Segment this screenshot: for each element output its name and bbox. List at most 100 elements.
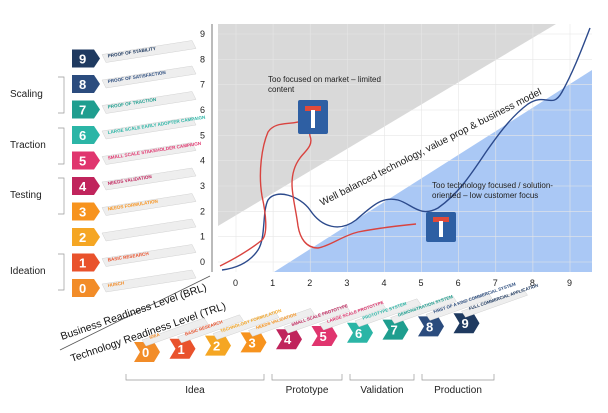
dead-end-sign-market [298, 100, 328, 134]
brl-level-badge [72, 202, 100, 221]
brl-phase-label: Ideation [10, 266, 46, 277]
trl-tick-label: 2 [307, 278, 312, 288]
brl-level-number: 3 [79, 205, 86, 220]
brl-phase-bracket [58, 177, 65, 215]
brl-level-badge [72, 279, 100, 297]
trl-phase-label: Production [434, 385, 482, 396]
brl-tick-label: 4 [200, 156, 205, 166]
brl-level-badge [72, 126, 100, 144]
brl-phase-label: Scaling [10, 89, 43, 100]
trl-level-ribbon [390, 295, 457, 324]
trl-level-number: 8 [426, 319, 433, 334]
trl-level-ribbon [283, 304, 351, 334]
trl-phase-label: Idea [185, 385, 205, 396]
trl-level-ribbon [212, 311, 280, 340]
brl-level-badge [72, 177, 100, 195]
brl-level-ribbon [101, 193, 197, 216]
trl-level-ribbon [425, 292, 493, 321]
trl-phase-bracket [271, 374, 343, 381]
trl-level-badge [240, 332, 267, 353]
trl-level-number: 2 [213, 339, 220, 354]
brl-level-ribbon [101, 116, 197, 140]
trl-phase-labels: Idea Prototype Validation Production [125, 374, 495, 396]
trl-level-ribbon [354, 298, 422, 328]
trl-level-badge [276, 329, 302, 350]
brl-level-number: 2 [79, 230, 86, 245]
trl-level-badge [311, 326, 338, 346]
trl-level-badge [347, 322, 373, 343]
trl-tick-label: 7 [493, 278, 498, 288]
trl-level-ribbon [248, 308, 315, 337]
trl-tick-labels: 0 1 2 3 4 5 6 7 8 9 [233, 278, 572, 288]
brl-tick-label: 8 [200, 54, 205, 64]
trl-level-number: 3 [249, 335, 256, 350]
brl-level-ribbon [101, 244, 197, 267]
trl-tick-label: 5 [419, 278, 424, 288]
brl-level-ribbon [101, 218, 197, 242]
brl-level-number: 1 [79, 256, 86, 271]
trl-phase-bracket [125, 374, 265, 381]
brl-tick-labels: 0 1 2 3 4 5 6 7 8 9 [200, 29, 205, 267]
brl-level-number: 5 [79, 154, 86, 169]
brl-tick-label: 0 [200, 257, 205, 267]
brl-level-number: 6 [79, 128, 86, 143]
brl-level-2: 2 [72, 218, 197, 246]
trl-level-ribbon [177, 314, 244, 344]
brl-level-number: 9 [79, 52, 86, 67]
brl-level-list: 0 HUNCH 1 BASIC RESEARCH 2 3 NEEDS FORMULATION… [72, 40, 206, 297]
trl-level-ribbon [141, 317, 209, 347]
brl-tick-label: 6 [200, 105, 205, 115]
plot-area [218, 24, 592, 272]
brl-level-badge [72, 100, 100, 119]
diagonal-divider [59, 275, 211, 351]
trl-level-badge [169, 338, 196, 359]
trl-level-number: 4 [284, 332, 292, 347]
market-focus-zone [218, 24, 556, 226]
brl-tick-label: 9 [200, 29, 205, 39]
dead-end-sign-technology [426, 212, 456, 242]
brl-level-ribbon [101, 65, 197, 89]
brl-level-ribbon [101, 40, 197, 63]
brl-level-badge [72, 228, 100, 246]
plot-grid [218, 24, 592, 272]
brl-level-ribbon [101, 142, 197, 165]
trl-tick-label: 4 [381, 278, 386, 288]
trl-level-badge [134, 342, 160, 362]
brl-tick-label: 1 [200, 232, 205, 242]
trl-level-number: 5 [320, 329, 327, 344]
brl-level-4: 4 NEEDS VALIDATION [72, 167, 197, 195]
tech-focus-annotation: Too technology focused / solution- [432, 181, 553, 190]
brl-phase-labels: Scaling Traction Testing Ideation [10, 76, 65, 291]
brl-level-title: BASIC RESEARCH [107, 251, 149, 263]
trl-level-number: 6 [355, 326, 362, 341]
brl-phase-bracket [58, 253, 65, 291]
brl-tick-label: 5 [200, 130, 205, 140]
trl-level-badge [205, 335, 231, 356]
brl-level-9: 9 PROOF OF STABILITY [72, 40, 197, 68]
brl-level-ribbon [101, 91, 197, 114]
brl-level-1: 1 BASIC RESEARCH [72, 244, 197, 272]
brl-level-title: HUNCH [107, 280, 125, 288]
brl-level-badge [72, 49, 100, 68]
trl-tick-label: 6 [456, 278, 461, 288]
trl-level-ribbon [319, 301, 386, 331]
red-trajectory-curve [219, 118, 417, 267]
trl-tick-label: 8 [530, 278, 535, 288]
brl-level-3: 3 NEEDS FORMULATION [72, 193, 197, 221]
brl-level-number: 0 [79, 281, 86, 296]
market-focus-annotation: Too focused on market – limited [268, 75, 381, 84]
trl-phase-bracket [421, 374, 495, 381]
brl-tick-label: 3 [200, 181, 205, 191]
brl-level-number: 8 [79, 77, 86, 92]
trl-tick-label: 0 [233, 278, 238, 288]
trl-phase-bracket [349, 374, 415, 381]
trl-level-badge [418, 316, 444, 337]
brl-phase-bracket [58, 76, 65, 114]
brl-level-badge [72, 151, 100, 170]
brl-phase-label: Testing [10, 190, 42, 201]
brl-level-badge [72, 75, 100, 93]
trl-phase-label: Prototype [286, 385, 329, 396]
